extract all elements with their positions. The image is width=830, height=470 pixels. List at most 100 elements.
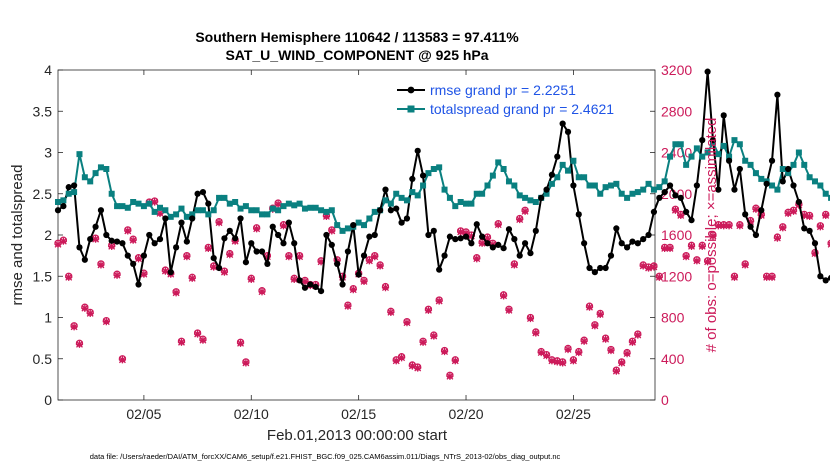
- rmse-point: [92, 223, 99, 230]
- y-tick-label: 4: [44, 62, 52, 78]
- totalspread-point: [769, 182, 776, 189]
- rmse-point: [350, 222, 357, 229]
- rmse-point: [425, 231, 432, 239]
- obs-assimilated-point: [709, 232, 717, 240]
- totalspread-point: [446, 194, 453, 201]
- rmse-point: [548, 171, 556, 178]
- obs-assimilated-point: [97, 261, 105, 269]
- rmse-point: [731, 186, 738, 193]
- obs-assimilated-point: [720, 222, 728, 230]
- totalspread-point: [484, 182, 491, 189]
- totalspread-point: [516, 192, 523, 199]
- rmse-point: [339, 281, 346, 288]
- obs-assimilated-point: [687, 242, 696, 250]
- totalspread-point: [565, 167, 572, 174]
- rmse-point: [720, 112, 727, 119]
- obs-assimilated-point: [602, 335, 610, 343]
- obs-assimilated-point: [575, 348, 583, 357]
- totalspread-point: [371, 208, 378, 215]
- totalspread-point: [452, 203, 459, 210]
- rmse-point: [414, 147, 421, 154]
- rmse-point: [457, 235, 464, 242]
- rmse-point: [328, 241, 335, 248]
- obs-assimilated-point: [725, 222, 733, 230]
- obs-assimilated-point: [644, 264, 653, 272]
- obs-assimilated-point: [789, 207, 798, 215]
- totalspread-point: [189, 211, 196, 218]
- obs-assimilated-point: [457, 228, 465, 236]
- totalspread-point: [790, 161, 797, 168]
- rmse-point: [366, 233, 373, 240]
- obs-assimilated-point: [193, 330, 202, 338]
- totalspread-point: [323, 208, 330, 215]
- obs-assimilated-point: [553, 358, 561, 366]
- obs-assimilated-point: [403, 319, 411, 327]
- obs-assimilated-point: [462, 229, 470, 237]
- obs-assimilated-point: [151, 198, 159, 206]
- totalspread-point: [586, 182, 593, 189]
- totalspread-point: [752, 170, 759, 177]
- rmse-point: [650, 208, 658, 215]
- totalspread-point: [334, 222, 341, 229]
- totalspread-point: [135, 200, 142, 207]
- totalspread-point: [242, 203, 249, 210]
- obs-assimilated-point: [338, 273, 347, 281]
- obs-assimilated-point: [516, 215, 524, 224]
- totalspread-point: [618, 190, 625, 197]
- obs-assimilated-point: [634, 331, 642, 339]
- obs-assimilated-point: [746, 217, 755, 226]
- totalspread-point: [312, 204, 319, 211]
- rmse-point: [570, 182, 577, 189]
- totalspread-point: [570, 157, 577, 164]
- totalspread-point: [183, 213, 190, 220]
- rmse-point: [822, 277, 829, 284]
- obs-assimilated-point: [295, 253, 304, 261]
- totalspread-point: [275, 207, 282, 214]
- rmse-point: [452, 236, 459, 243]
- y-tick-label: 1.5: [33, 268, 53, 284]
- totalspread-point: [194, 207, 201, 214]
- rmse-point: [146, 231, 153, 239]
- obs-assimilated-point: [397, 354, 406, 362]
- rmse-point: [527, 250, 534, 257]
- rmse-point: [387, 207, 394, 214]
- totalspread-point: [253, 207, 260, 214]
- totalspread-point: [736, 141, 743, 148]
- rmse-point: [113, 238, 121, 245]
- obs-assimilated-point: [242, 359, 250, 367]
- totalspread-point: [124, 204, 131, 211]
- rmse-point: [382, 186, 389, 193]
- obs-assimilated-point: [81, 304, 89, 312]
- totalspread-point: [285, 200, 292, 207]
- totalspread-point: [248, 207, 255, 214]
- obs-assimilated-point: [226, 250, 234, 259]
- x-tick-label: 02/15: [341, 406, 376, 422]
- obs-assimilated-point: [618, 359, 626, 367]
- rmse-point: [317, 288, 325, 295]
- rmse-point: [656, 194, 663, 201]
- obs-assimilated-point: [822, 211, 830, 220]
- obs-assimilated-point: [360, 277, 368, 286]
- rmse-point: [210, 255, 217, 262]
- obs-assimilated-point: [322, 212, 331, 221]
- rmse-point: [189, 215, 196, 222]
- rmse-point: [178, 219, 185, 226]
- obs-assimilated-point: [768, 273, 776, 281]
- obs-assimilated-point: [505, 306, 513, 314]
- obs-assimilated-point: [736, 222, 744, 230]
- obs-assimilated-point: [183, 253, 191, 261]
- rmse-point: [672, 192, 679, 199]
- rmse-point: [162, 215, 169, 222]
- obs-assimilated-point: [741, 261, 749, 269]
- totalspread-point: [726, 153, 733, 160]
- totalspread-point: [522, 194, 529, 201]
- obs-assimilated-point: [623, 349, 631, 358]
- obs-assimilated-point: [639, 262, 647, 270]
- obs-assimilated-point: [655, 273, 663, 281]
- rmse-point: [607, 252, 615, 259]
- obs-assimilated-point: [381, 283, 390, 292]
- obs-assimilated-point: [424, 306, 433, 314]
- obs-assimilated-point: [215, 219, 223, 227]
- rmse-point: [543, 186, 550, 193]
- totalspread-point: [683, 161, 690, 168]
